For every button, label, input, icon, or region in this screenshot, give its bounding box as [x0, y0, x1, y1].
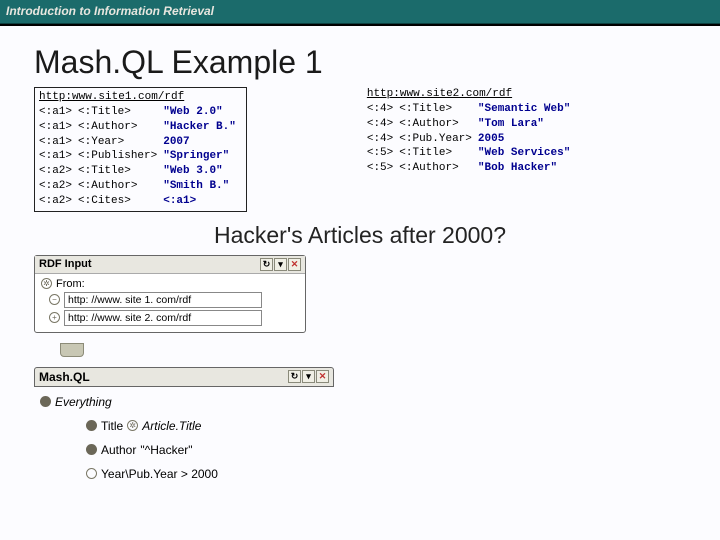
triple-row: <:a1><:Title>"Web 2.0" [39, 105, 242, 120]
c2-bullet-icon [86, 444, 97, 455]
subject-cell: <:4> [367, 102, 399, 117]
c1-bullet-icon [86, 420, 97, 431]
rdf1-url: http:www.site1.com/rdf [39, 90, 242, 105]
question-text: Hacker's Articles after 2000? [0, 212, 720, 255]
object-cell: 2005 [478, 132, 576, 147]
c1-var-icon[interactable]: ✲ [127, 420, 138, 431]
page-title: Mash.QL Example 1 [0, 26, 720, 87]
subject-cell: <:a1> [39, 105, 78, 120]
c1-predicate[interactable]: Title [101, 419, 123, 433]
object-cell: "Semantic Web" [478, 102, 576, 117]
predicate-cell: <:Title> [399, 102, 478, 117]
close-icon[interactable]: ✕ [288, 258, 301, 271]
subject-cell: <:5> [367, 146, 399, 161]
subject-cell: <:a2> [39, 179, 78, 194]
mashql-refresh-icon[interactable]: ↻ [288, 370, 301, 383]
object-cell: "Hacker B." [163, 120, 242, 135]
triple-row: <:4><:Pub.Year>2005 [367, 132, 576, 147]
triple-row: <:a2><:Title>"Web 3.0" [39, 164, 242, 179]
subject-cell: <:a2> [39, 194, 78, 209]
predicate-cell: <:Cites> [78, 194, 163, 209]
source1-input[interactable] [64, 292, 262, 308]
mashql-close-icon[interactable]: ✕ [316, 370, 329, 383]
triple-row: <:a1><:Publisher>"Springer" [39, 149, 242, 164]
predicate-cell: <:Title> [399, 146, 478, 161]
rdf-source-2: http:www.site2.com/rdf <:4><:Title>"Sema… [367, 87, 576, 212]
object-cell: "Tom Lara" [478, 117, 576, 132]
c2-value[interactable]: "^Hacker" [140, 443, 192, 457]
subject-cell: <:4> [367, 117, 399, 132]
object-cell: 2007 [163, 135, 242, 150]
object-cell: "Web 3.0" [163, 164, 242, 179]
c3-expression[interactable]: Year\Pub.Year > 2000 [101, 467, 218, 481]
subject-cell: <:a1> [39, 149, 78, 164]
triple-row: <:a1><:Year>2007 [39, 135, 242, 150]
triple-row: <:5><:Author>"Bob Hacker" [367, 161, 576, 176]
rdf2-url: http:www.site2.com/rdf [367, 87, 576, 102]
predicate-cell: <:Pub.Year> [399, 132, 478, 147]
mashql-title: Mash.QL [39, 370, 90, 384]
c1-variable[interactable]: Article.Title [142, 419, 201, 433]
gear-icon[interactable]: ✲ [41, 278, 52, 289]
breadcrumb: Introduction to Information Retrieval [6, 4, 214, 18]
root-bullet-icon [40, 396, 51, 407]
rdf-source-1: http:www.site1.com/rdf <:a1><:Title>"Web… [34, 87, 247, 212]
c2-predicate[interactable]: Author [101, 443, 136, 457]
triple-row: <:a2><:Author>"Smith B." [39, 179, 242, 194]
subject-cell: <:a2> [39, 164, 78, 179]
object-cell: "Web Services" [478, 146, 576, 161]
predicate-cell: <:Year> [78, 135, 163, 150]
refresh-icon[interactable]: ↻ [260, 258, 273, 271]
triple-row: <:5><:Title>"Web Services" [367, 146, 576, 161]
breadcrumb-bar: Introduction to Information Retrieval [0, 0, 720, 24]
object-cell: "Springer" [163, 149, 242, 164]
predicate-cell: <:Author> [399, 117, 478, 132]
triple-row: <:a2><:Cites><:a1> [39, 194, 242, 209]
predicate-cell: <:Author> [399, 161, 478, 176]
rdf-input-panel: RDF Input ↻ ▾ ✕ ✲ From: − + [34, 255, 306, 333]
pipe-connector [60, 343, 720, 367]
object-cell: "Web 2.0" [163, 105, 242, 120]
remove-source1-icon[interactable]: − [49, 294, 60, 305]
add-source-icon[interactable]: + [49, 312, 60, 323]
triple-row: <:4><:Title>"Semantic Web" [367, 102, 576, 117]
subject-cell: <:4> [367, 132, 399, 147]
predicate-cell: <:Title> [78, 164, 163, 179]
object-cell: "Bob Hacker" [478, 161, 576, 176]
object-cell: <:a1> [163, 194, 242, 209]
source2-input[interactable] [64, 310, 262, 326]
predicate-cell: <:Author> [78, 120, 163, 135]
triple-row: <:4><:Author>"Tom Lara" [367, 117, 576, 132]
mashql-panel: Mash.QL ↻ ▾ ✕ Everything Title ✲ Article… [34, 367, 334, 481]
c3-bullet-icon [86, 468, 97, 479]
from-label: From: [56, 278, 85, 290]
rdf-input-title: RDF Input [39, 258, 92, 270]
subject-cell: <:5> [367, 161, 399, 176]
predicate-cell: <:Author> [78, 179, 163, 194]
predicate-cell: <:Publisher> [78, 149, 163, 164]
subject-cell: <:a1> [39, 120, 78, 135]
rdf-sources-row: http:www.site1.com/rdf <:a1><:Title>"Web… [0, 87, 720, 212]
predicate-cell: <:Title> [78, 105, 163, 120]
root-var[interactable]: Everything [55, 395, 112, 409]
collapse-icon[interactable]: ▾ [274, 258, 287, 271]
triple-row: <:a1><:Author>"Hacker B." [39, 120, 242, 135]
object-cell: "Smith B." [163, 179, 242, 194]
subject-cell: <:a1> [39, 135, 78, 150]
mashql-collapse-icon[interactable]: ▾ [302, 370, 315, 383]
